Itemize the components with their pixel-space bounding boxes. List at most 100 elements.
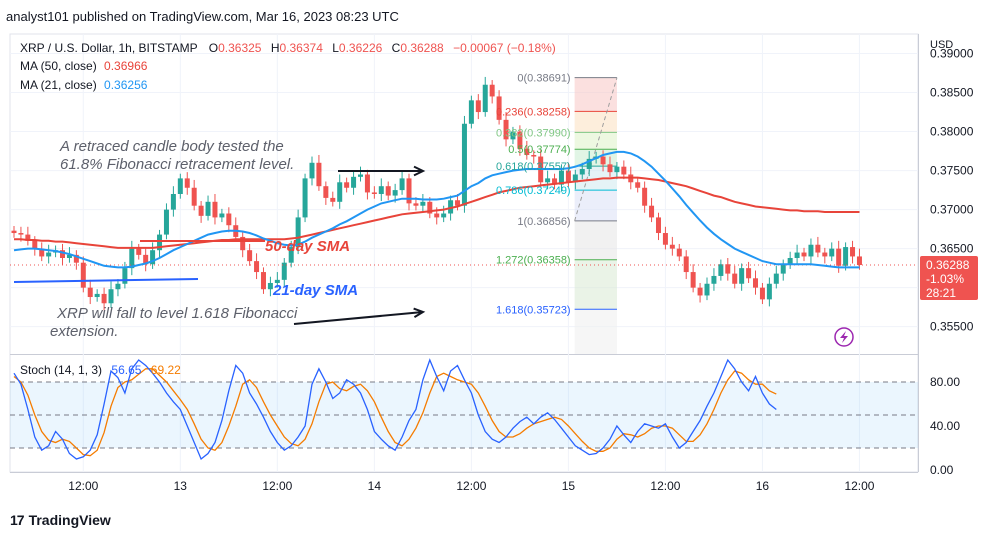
candle-body <box>122 268 128 284</box>
candle-body <box>115 283 121 290</box>
lightning-icon[interactable] <box>834 327 854 347</box>
candle-body <box>46 252 52 257</box>
fib-level-label: 0.236(0.38258) <box>496 106 571 118</box>
stoch-k-line <box>13 358 777 461</box>
price-tick-label: 0.38500 <box>930 86 974 100</box>
candle-body <box>80 262 86 288</box>
candle-body <box>25 234 31 241</box>
stoch-k-value: 56.65 <box>111 363 141 377</box>
candle-body <box>150 250 156 265</box>
legend-ma21-value: 0.36256 <box>104 78 148 92</box>
candle-body <box>801 252 807 257</box>
current-price-badge: 0.36288 -1.03% 28:21 <box>920 256 978 300</box>
candle-body <box>136 248 142 255</box>
candle-body <box>607 164 613 173</box>
fib-level-label: 0.382(0.37990) <box>496 127 571 139</box>
candle-body <box>108 289 114 304</box>
candles <box>10 76 918 311</box>
candle-body <box>274 279 280 283</box>
candle-body <box>309 162 315 179</box>
candle-body <box>780 264 786 274</box>
candle-body <box>177 178 183 194</box>
candle-body <box>441 213 447 218</box>
legend-change: −0.00067 (−0.18%) <box>453 41 556 55</box>
price-tick-label: 0.37000 <box>930 203 974 217</box>
candle-body <box>191 187 197 206</box>
candle-body <box>392 190 398 196</box>
candle-body <box>32 240 38 249</box>
legend-open-label: O <box>209 41 218 55</box>
candle-body <box>843 247 849 266</box>
candle-body <box>711 275 717 284</box>
candle-body <box>468 100 474 124</box>
candle-body <box>732 273 738 284</box>
candle-body <box>586 158 592 170</box>
candle-body <box>600 156 606 165</box>
stoch-tick-label: 40.00 <box>930 419 960 433</box>
time-tick-label: 15 <box>562 479 576 493</box>
tradingview-logo[interactable]: 17 TradingView <box>10 512 111 528</box>
stoch-d-value: 69.22 <box>151 363 181 377</box>
candle-body <box>170 194 176 210</box>
candle-body <box>655 217 661 234</box>
candle-body <box>794 252 800 258</box>
candle-body <box>205 201 211 216</box>
candle-body <box>226 213 232 226</box>
candle-body <box>198 205 204 216</box>
candle-body <box>337 182 343 202</box>
time-tick-label: 12:00 <box>262 479 292 493</box>
fib-zone <box>574 259 617 310</box>
arrow-to-fib-1618-head <box>413 307 426 319</box>
candle-body <box>683 256 689 273</box>
legend-high-label: H <box>271 41 280 55</box>
tradingview-brand: TradingView <box>28 512 111 528</box>
candle-body <box>434 213 440 218</box>
candle-body <box>850 247 856 257</box>
candle-body <box>260 272 266 290</box>
candle-body <box>94 293 100 298</box>
legend-ma21-label: MA (21, close) <box>20 78 97 92</box>
candle-body <box>413 203 419 206</box>
candle-body <box>427 201 433 214</box>
candle-body <box>725 264 731 274</box>
candle-body <box>316 162 322 187</box>
candle-body <box>753 278 759 288</box>
published-caption: analyst101 published on TradingView.com,… <box>6 9 399 24</box>
annotation-fall-line2: extension. <box>50 323 118 340</box>
candle-body <box>129 248 135 269</box>
candle-body <box>531 154 537 157</box>
stoch-label: Stoch (14, 1, 3) <box>20 363 102 377</box>
candle-body <box>212 201 218 218</box>
drawings: 0(0.38691) 0.236(0.38258) 0.382(0.37990) 0.… <box>13 73 571 325</box>
candle-body <box>787 258 793 265</box>
fib-level-label: 0.618(0.37557) <box>496 161 571 173</box>
candle-body <box>496 96 502 120</box>
price-tick-label: 0.35500 <box>930 320 974 334</box>
candle-body <box>697 287 703 296</box>
ma50-line <box>14 176 860 249</box>
price-tick-label: 0.37500 <box>930 164 974 178</box>
candle-body <box>364 174 370 193</box>
footer: 17 TradingView <box>0 500 996 538</box>
candle-body <box>565 170 571 183</box>
legend-ma50-label: MA (50, close) <box>20 59 97 73</box>
price-badge-countdown: 28:21 <box>926 286 956 300</box>
candle-body <box>642 187 648 206</box>
candle-body <box>746 268 752 279</box>
stochastic-pane <box>10 358 918 461</box>
candle-body <box>510 131 516 140</box>
candle-body <box>420 201 426 206</box>
candle-body <box>739 268 745 284</box>
candle-body <box>822 252 828 257</box>
fibonacci-extension <box>574 77 618 354</box>
currency-label: USD <box>930 39 953 51</box>
time-tick-label: 16 <box>756 479 770 493</box>
fib-level-label: 0.786(0.37249) <box>496 185 571 197</box>
candle-body <box>247 250 253 262</box>
legend-high: 0.36374 <box>280 41 324 55</box>
support-line <box>13 278 199 283</box>
price-tick-label: 0.38000 <box>930 125 974 139</box>
arrow-to-fib-1618 <box>293 311 424 325</box>
candle-body <box>87 287 93 298</box>
